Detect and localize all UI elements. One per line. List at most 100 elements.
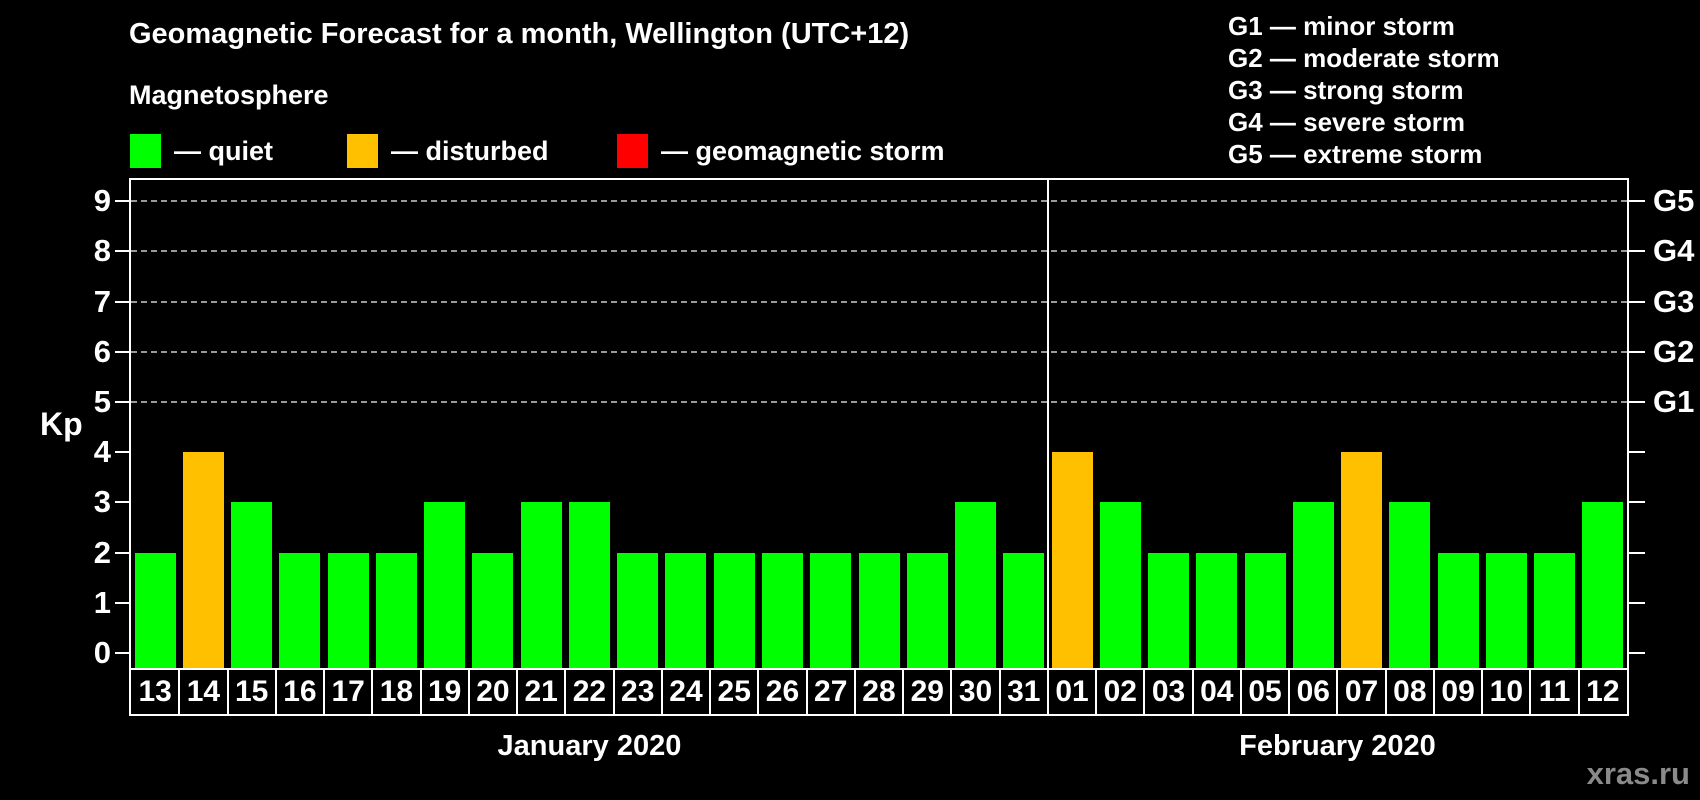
day-box-divider <box>323 670 326 714</box>
kp-bar-day-18 <box>375 552 417 668</box>
legend-item-storm: — geomagnetic storm <box>617 132 945 170</box>
gridline-9 <box>131 200 1627 203</box>
kp-bar-day-12 <box>1582 502 1624 668</box>
left-tick-5 <box>115 401 131 403</box>
day-box-divider <box>226 670 229 714</box>
right-tick-5 <box>1629 401 1645 403</box>
day-box-divider <box>902 670 905 714</box>
day-label-20: 20 <box>476 675 510 708</box>
kp-bar-day-26 <box>761 552 803 668</box>
g-legend-line-g2: G2 — moderate storm <box>1228 43 1500 73</box>
g-axis-label-G4: G4 <box>1653 233 1695 269</box>
day-box-divider <box>757 670 760 714</box>
day-label-16: 16 <box>283 675 317 708</box>
day-box-divider <box>950 670 953 714</box>
day-label-19: 19 <box>427 675 462 708</box>
right-tick-1 <box>1629 601 1645 604</box>
watermark: xras.ru <box>1586 756 1690 791</box>
gridline-6 <box>131 350 1627 353</box>
g-scale-legend: G1 — minor storm G2 — moderate storm G3 … <box>1228 10 1500 170</box>
left-tick-6 <box>115 350 131 353</box>
day-box-divider <box>709 670 712 714</box>
day-box-divider <box>853 670 856 714</box>
kp-bar-day-22 <box>568 502 610 668</box>
left-tick-9 <box>115 200 131 203</box>
right-tick-7 <box>1629 300 1645 303</box>
quiet-color-swatch <box>130 134 161 168</box>
left-tick-3 <box>115 501 131 504</box>
legend-item-quiet: — quiet <box>130 132 273 170</box>
day-label-09: 09 <box>1441 675 1475 708</box>
day-label-23: 23 <box>621 675 655 708</box>
month-label: January 2020 <box>497 730 682 762</box>
left-tick-2 <box>115 551 131 554</box>
storm-color-swatch <box>617 134 648 168</box>
kp-bar-day-08 <box>1389 502 1431 668</box>
kp-bar-day-30 <box>955 502 997 668</box>
y-axis-label-7: 7 <box>93 283 111 319</box>
gridline-8 <box>131 250 1627 253</box>
g-axis-label-G1: G1 <box>1653 384 1695 419</box>
y-axis-label-3: 3 <box>93 484 111 520</box>
kp-bar-day-10 <box>1485 552 1527 668</box>
month-label: February 2020 <box>1239 730 1436 762</box>
kp-bar-day-23 <box>617 552 659 668</box>
day-box-divider <box>419 670 422 714</box>
chart-subtitle: Magnetosphere <box>129 80 329 110</box>
gridline-5 <box>131 401 1627 403</box>
day-label-01: 01 <box>1055 675 1089 708</box>
day-label-12: 12 <box>1586 675 1620 708</box>
kp-bar-day-01 <box>1051 452 1093 668</box>
day-label-24: 24 <box>669 675 703 708</box>
day-box-divider <box>1288 670 1291 714</box>
day-label-05: 05 <box>1248 675 1282 708</box>
day-label-row: 13 14 15 16 17 18 19 20 21 22 23 24 25 26 27 28 29 30 31 01… <box>129 668 1629 716</box>
y-axis-label-5: 5 <box>93 384 111 419</box>
right-tick-3 <box>1629 501 1645 504</box>
left-tick-8 <box>115 250 131 253</box>
kp-bar-day-17 <box>327 552 369 668</box>
legend-label-quiet: — quiet <box>174 135 273 166</box>
day-box-divider <box>371 670 374 714</box>
kp-bar-day-25 <box>713 552 755 668</box>
g-axis-label-G2: G2 <box>1653 333 1695 369</box>
left-tick-1 <box>115 601 131 604</box>
day-box-divider <box>1046 670 1049 714</box>
kp-bar-day-29 <box>906 552 948 668</box>
y-axis-label-9: 9 <box>93 183 111 219</box>
kp-bar-day-15 <box>231 502 273 668</box>
kp-bar-day-19 <box>424 502 466 668</box>
day-label-29: 29 <box>910 675 944 708</box>
day-box-divider <box>516 670 519 714</box>
day-box-divider <box>1191 670 1194 714</box>
day-label-27: 27 <box>814 675 848 708</box>
day-box-divider <box>1336 670 1339 714</box>
kp-bar-day-13 <box>134 552 176 668</box>
day-label-10: 10 <box>1489 675 1524 708</box>
kp-bar-day-28 <box>858 552 900 668</box>
y-axis-label-6: 6 <box>93 333 111 369</box>
day-box-divider <box>467 670 470 714</box>
day-box-divider <box>1095 670 1098 714</box>
day-label-06: 06 <box>1296 675 1330 708</box>
right-tick-8 <box>1629 250 1645 253</box>
y-axis-label-0: 0 <box>93 635 111 670</box>
day-label-07: 07 <box>1344 675 1379 708</box>
y-axis-label-4: 4 <box>93 434 111 470</box>
kp-bar-day-05 <box>1244 552 1286 668</box>
g-axis-label-G5: G5 <box>1653 183 1695 219</box>
day-box-divider <box>1577 670 1580 714</box>
g-legend-line-g1: G1 — minor storm <box>1228 11 1455 41</box>
kp-bar-day-09 <box>1437 552 1479 668</box>
right-tick-6 <box>1629 350 1645 353</box>
day-box-divider <box>564 670 567 714</box>
kp-bar-day-11 <box>1534 552 1576 668</box>
month-separator <box>1046 180 1049 668</box>
day-box-divider <box>1384 670 1387 714</box>
kp-bar-day-03 <box>1148 552 1190 668</box>
day-box-divider <box>660 670 663 714</box>
right-tick-0 <box>1629 652 1645 654</box>
kp-bar-day-02 <box>1099 502 1141 668</box>
kp-bar-day-16 <box>279 552 321 668</box>
gridline-7 <box>131 300 1627 303</box>
